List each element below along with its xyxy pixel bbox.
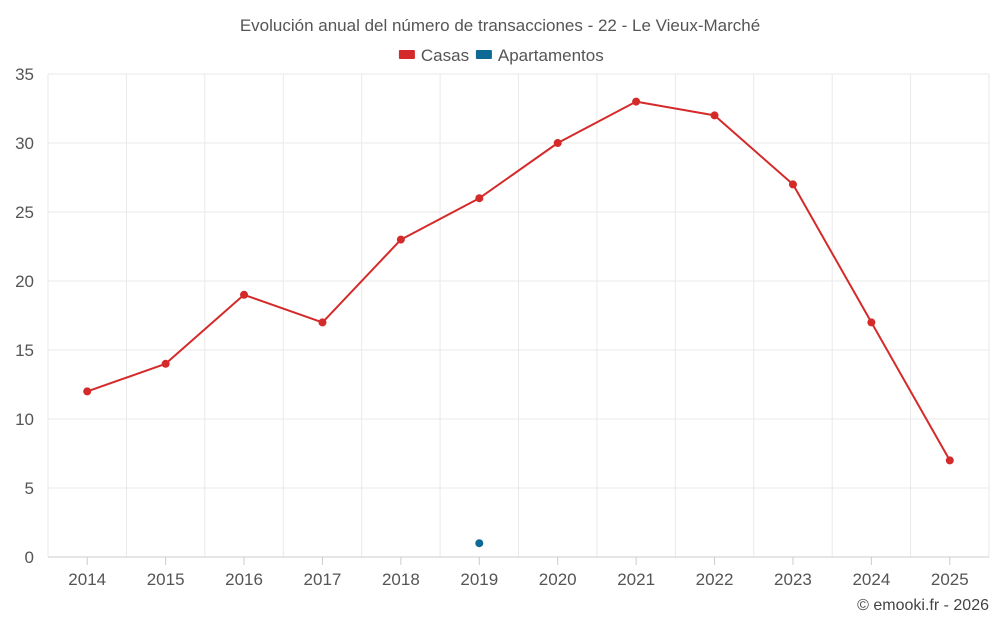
data-point[interactable] [161, 359, 170, 368]
legend-label: Casas [421, 46, 469, 65]
y-tick-label: 15 [15, 341, 34, 360]
data-point[interactable] [945, 456, 954, 465]
data-point[interactable] [396, 235, 405, 244]
legend-item-casas[interactable]: Casas [398, 46, 469, 65]
y-tick-label: 20 [15, 272, 34, 291]
legend-swatch [475, 50, 492, 59]
data-point[interactable] [788, 180, 797, 189]
legend: Casas Apartamentos [398, 46, 604, 65]
series-apartamentos [475, 539, 484, 548]
x-tick-label: 2014 [68, 570, 106, 589]
y-tick-label: 0 [25, 548, 34, 567]
series-layer [83, 97, 954, 548]
data-point[interactable] [710, 111, 719, 120]
x-tick-label: 2016 [225, 570, 263, 589]
x-tick-label: 2025 [931, 570, 969, 589]
y-tick-label: 35 [15, 65, 34, 84]
y-tick-label: 10 [15, 410, 34, 429]
data-point[interactable] [318, 318, 327, 327]
x-tick-label: 2015 [147, 570, 185, 589]
x-tick-label: 2018 [382, 570, 420, 589]
x-tick-label: 2021 [617, 570, 655, 589]
series-casas [83, 97, 954, 465]
data-point[interactable] [240, 290, 249, 299]
data-point[interactable] [632, 97, 641, 106]
x-tick-label: 2023 [774, 570, 812, 589]
y-tick-label: 25 [15, 203, 34, 222]
data-point[interactable] [475, 539, 484, 548]
x-tick-label: 2024 [852, 570, 890, 589]
x-tick-label: 2019 [460, 570, 498, 589]
legend-label: Apartamentos [498, 46, 604, 65]
data-point[interactable] [83, 387, 92, 396]
x-tick-label: 2020 [539, 570, 577, 589]
chart-title: Evolución anual del número de transaccio… [240, 16, 760, 35]
grid [47, 73, 990, 558]
x-tick-label: 2022 [696, 570, 734, 589]
credit-text: © emooki.fr - 2026 [857, 597, 989, 614]
legend-item-apartamentos[interactable]: Apartamentos [475, 46, 604, 65]
y-tick-label: 30 [15, 134, 34, 153]
y-tick-label: 5 [25, 479, 34, 498]
data-point[interactable] [553, 139, 562, 147]
x-tick-label: 2017 [304, 570, 342, 589]
legend-swatch [398, 50, 415, 59]
data-point[interactable] [867, 318, 876, 327]
series-line [86, 100, 951, 461]
data-point[interactable] [475, 194, 484, 203]
